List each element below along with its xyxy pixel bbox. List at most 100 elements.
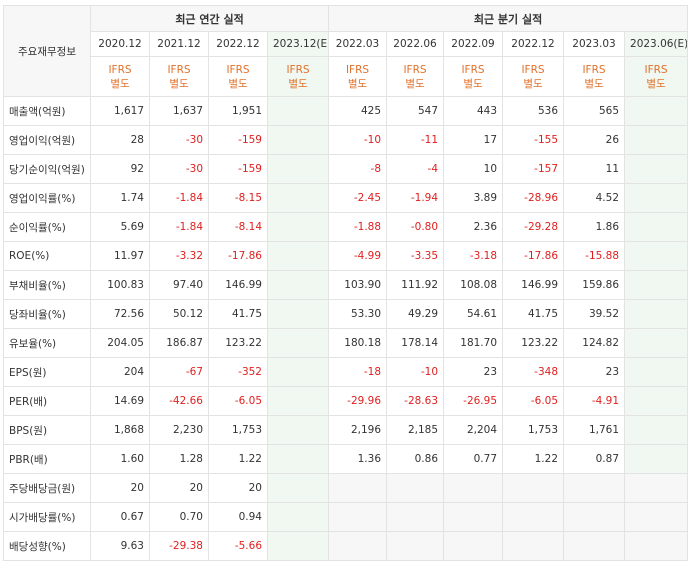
- quarter-value-cell: -3.35: [386, 241, 445, 271]
- quarter-value-cell: 1.86: [563, 212, 626, 242]
- empty-cell: [502, 473, 565, 503]
- ifrs-label-line1: IFRS: [345, 63, 370, 76]
- quarter-value-cell: 1,753: [502, 415, 565, 445]
- annual-value-cell: [266, 444, 330, 474]
- table-row: 부채비율(%) 100.83 97.40 146.99 103.90 111.92 108.…: [3, 270, 689, 300]
- table-row: 당기순이익(억원) 92 -30 -159 -8 -4 10 -157 11: [3, 154, 689, 184]
- quarter-value-cell: -4.91: [563, 386, 626, 416]
- table-row: PER(배) 14.69 -42.66 -6.05 -29.96 -28.63 -26.95…: [3, 386, 689, 416]
- row-label: 주당배당금(원): [3, 473, 91, 503]
- row-label: 당좌비율(%): [3, 299, 91, 329]
- quarter-value-cell: 0.77: [443, 444, 504, 474]
- quarter-value-cell: 23: [563, 357, 626, 387]
- quarter-value-cell: 41.75: [502, 299, 565, 329]
- annual-value-cell: [266, 386, 330, 416]
- quarter-value-cell: -6.05: [502, 386, 565, 416]
- annual-value-cell: -352: [208, 357, 268, 387]
- annual-value-cell: 97.40: [149, 270, 209, 300]
- ifrs-label-line1: IFRS: [226, 63, 250, 76]
- annual-value-cell: 1,637: [149, 96, 209, 126]
- annual-value-cell: [266, 531, 330, 561]
- quarter-value-cell: [624, 415, 689, 445]
- quarter-value-cell: 1,761: [563, 415, 626, 445]
- annual-value-cell: -17.86: [208, 241, 268, 271]
- quarter-value-cell: 124.82: [563, 328, 626, 358]
- financial-summary-table: 주요재무정보 최근 연간 실적 최근 분기 실적 2020.12 2021.12…: [3, 5, 689, 561]
- empty-cell: [443, 502, 504, 532]
- empty-cell: [624, 502, 689, 532]
- annual-value-cell: 186.87: [149, 328, 209, 358]
- period-header-estimate: 2023.12(E): [266, 31, 330, 57]
- ifrs-label: IFRS 별도: [328, 56, 388, 97]
- quarter-value-cell: -15.88: [563, 241, 626, 271]
- table-row: 시가배당률(%) 0.67 0.70 0.94: [3, 502, 689, 532]
- period-header: 2021.12: [149, 31, 209, 57]
- quarter-value-cell: -28.96: [502, 183, 565, 213]
- table-row: BPS(원) 1,868 2,230 1,753 2,196 2,185 2,204 1,75…: [3, 415, 689, 445]
- annual-value-cell: [266, 328, 330, 358]
- annual-value-cell: 204: [90, 357, 150, 387]
- quarter-value-cell: 2,196: [328, 415, 388, 445]
- annual-value-cell: 9.63: [90, 531, 150, 561]
- annual-value-cell: -3.32: [149, 241, 209, 271]
- empty-cell: [502, 502, 565, 532]
- period-header: 2022.09: [443, 31, 504, 57]
- quarter-value-cell: -1.88: [328, 212, 388, 242]
- annual-value-cell: -8.14: [208, 212, 268, 242]
- period-header: 2020.12: [90, 31, 150, 57]
- quarter-value-cell: -10: [328, 125, 388, 155]
- table-row: 배당성향(%) 9.63 -29.38 -5.66: [3, 531, 689, 561]
- ifrs-label: IFRS 별도: [563, 56, 626, 97]
- annual-value-cell: [266, 357, 330, 387]
- quarter-value-cell: [624, 241, 689, 271]
- period-header: 2022.06: [386, 31, 445, 57]
- annual-value-cell: 2,230: [149, 415, 209, 445]
- quarter-value-cell: 178.14: [386, 328, 445, 358]
- annual-value-cell: -67: [149, 357, 209, 387]
- quarter-value-cell: 103.90: [328, 270, 388, 300]
- quarter-value-cell: 2,185: [386, 415, 445, 445]
- annual-value-cell: 0.70: [149, 502, 209, 532]
- annual-value-cell: [266, 183, 330, 213]
- row-label: PBR(배): [3, 444, 91, 474]
- table-row: 영업이익률(%) 1.74 -1.84 -8.15 -2.45 -1.94 3.89 -28.…: [3, 183, 689, 213]
- quarter-value-cell: -29.28: [502, 212, 565, 242]
- row-label: 유보율(%): [3, 328, 91, 358]
- ifrs-label-line1: IFRS: [644, 63, 668, 76]
- annual-value-cell: 41.75: [208, 299, 268, 329]
- quarter-value-cell: 2,204: [443, 415, 504, 445]
- annual-value-cell: -1.84: [149, 183, 209, 213]
- row-label: PER(배): [3, 386, 91, 416]
- annual-value-cell: [266, 270, 330, 300]
- quarter-value-cell: 17: [443, 125, 504, 155]
- quarter-value-cell: -17.86: [502, 241, 565, 271]
- quarter-value-cell: -348: [502, 357, 565, 387]
- quarter-value-cell: -155: [502, 125, 565, 155]
- quarter-value-cell: 53.30: [328, 299, 388, 329]
- ifrs-label-line1: IFRS: [167, 63, 191, 76]
- period-header: 2022.03: [328, 31, 388, 57]
- table-row: EPS(원) 204 -67 -352 -18 -10 23 -348 23: [3, 357, 689, 387]
- annual-value-cell: 5.69: [90, 212, 150, 242]
- annual-value-cell: 20: [149, 473, 209, 503]
- ifrs-label-line2: 별도: [347, 77, 368, 90]
- item-header: 주요재무정보: [3, 5, 91, 97]
- quarter-value-cell: 1.36: [328, 444, 388, 474]
- quarter-value-cell: [624, 96, 689, 126]
- quarter-value-cell: 146.99: [502, 270, 565, 300]
- ifrs-label-line2: 별도: [523, 77, 543, 90]
- quarter-value-cell: 159.86: [563, 270, 626, 300]
- empty-cell: [624, 473, 689, 503]
- quarter-value-cell: 23: [443, 357, 504, 387]
- annual-value-cell: [266, 96, 330, 126]
- quarter-value-cell: 39.52: [563, 299, 626, 329]
- annual-value-cell: 123.22: [208, 328, 268, 358]
- annual-value-cell: [266, 415, 330, 445]
- quarter-value-cell: -26.95: [443, 386, 504, 416]
- ifrs-label-line1: IFRS: [521, 63, 545, 76]
- table-row: 순이익률(%) 5.69 -1.84 -8.14 -1.88 -0.80 2.36 -29.2…: [3, 212, 689, 242]
- empty-cell: [328, 531, 388, 561]
- annual-value-cell: -5.66: [208, 531, 268, 561]
- period-header: 2023.03: [563, 31, 626, 57]
- quarter-value-cell: [624, 125, 689, 155]
